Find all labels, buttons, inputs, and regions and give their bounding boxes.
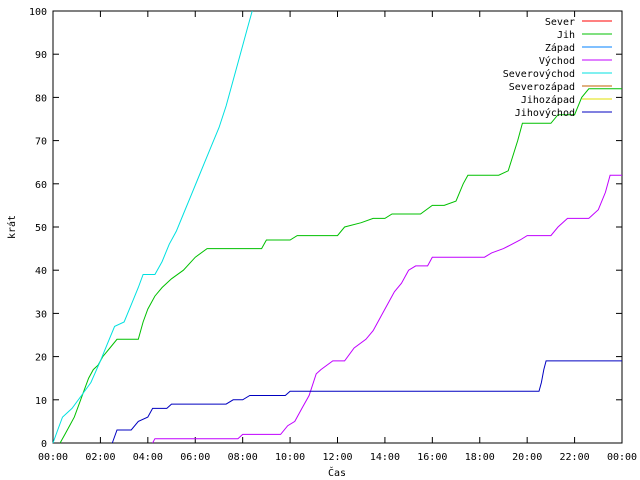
y-tick-label: 0 [41, 439, 47, 450]
x-tick-label: 04:00 [133, 452, 163, 463]
x-tick-label: 22:00 [560, 452, 590, 463]
y-tick-label: 50 [35, 223, 47, 234]
axis-ticks: 0 10 20 30 40 50 60 70 80 90 100 00:00 02:00 04:00 06:… [29, 7, 637, 463]
series-line-Jih [59, 88, 622, 444]
x-tick-label: 02:00 [85, 452, 115, 463]
legend: Sever JihZápadVýchodSeverovýchodSeverozáp… [503, 17, 612, 119]
legend-label: Východ [539, 55, 575, 67]
x-tick-label: 20:00 [512, 452, 542, 463]
legend-label: Severozápad [509, 81, 575, 93]
y-axis-label: krát [6, 215, 18, 239]
x-tick-label: 00:00 [607, 452, 637, 463]
y-tick-label: 90 [35, 50, 47, 61]
series-line-Severovýchod [52, 10, 253, 444]
x-tick-label: 08:00 [228, 452, 258, 463]
legend-label: Jihozápad [521, 94, 575, 106]
x-tick-label: 18:00 [465, 452, 495, 463]
series-line-Východ [152, 174, 622, 444]
y-tick-label: 70 [35, 137, 47, 148]
x-tick-label: 16:00 [417, 452, 447, 463]
y-tick-label: 80 [35, 93, 47, 104]
x-tick-label: 00:00 [38, 452, 68, 463]
legend-label: Jih [557, 30, 575, 41]
x-tick-label: 12:00 [322, 452, 352, 463]
legend-label: Západ [545, 42, 575, 54]
series-line-Jihovýchod [111, 360, 622, 444]
y-tick-label: 10 [35, 396, 47, 407]
legend-label: Sever [545, 17, 575, 28]
y-tick-label: 100 [29, 7, 47, 18]
y-tick-label: 60 [35, 180, 47, 191]
x-tick-label: 14:00 [370, 452, 400, 463]
x-axis-label: Čas [328, 466, 346, 479]
legend-label: Jihovýchod [515, 107, 575, 119]
legend-label: Severovýchod [503, 68, 575, 80]
y-tick-label: 40 [35, 266, 47, 277]
series-lines [52, 10, 622, 444]
x-tick-label: 10:00 [275, 452, 305, 463]
y-tick-label: 20 [35, 353, 47, 364]
y-tick-label: 30 [35, 309, 47, 320]
x-tick-label: 06:00 [180, 452, 210, 463]
